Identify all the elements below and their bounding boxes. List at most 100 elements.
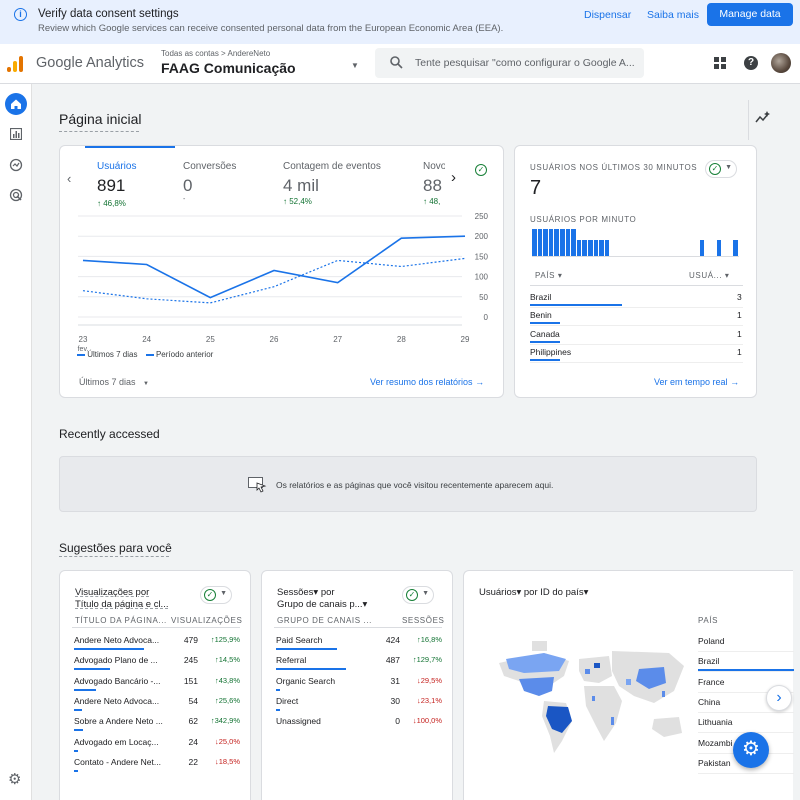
card-title[interactable]: Visualizações por Título da página e cl..… [75, 587, 168, 611]
insights-icon[interactable] [755, 110, 771, 124]
country-name: Philippines [530, 346, 572, 357]
learn-more-link[interactable]: Saiba mais [647, 9, 699, 21]
advertising-icon[interactable] [9, 188, 23, 202]
top-bar: Google Analytics Todas as contas > Ander… [0, 44, 800, 84]
row-divider [530, 307, 743, 308]
country-users: 1 [737, 310, 742, 321]
metric-label: Contagem de eventos [283, 161, 381, 172]
view-reports-link[interactable]: Ver resumo dos relatórios → [370, 377, 484, 387]
breadcrumb[interactable]: Todas as contas > AndereNeto [161, 49, 271, 58]
col-users[interactable]: USUÁ... ▾ [689, 271, 730, 280]
dismiss-button[interactable]: Dispensar [584, 9, 632, 21]
col-country[interactable]: PAÍS ▾ [535, 271, 563, 280]
pakistan [626, 679, 631, 685]
compare-dropdown[interactable]: ✓ ▼ [402, 586, 434, 604]
metric-new-users[interactable]: Novo 88 ↑ 48, [423, 146, 445, 208]
card-title[interactable]: Sessões▾ por Grupo de canais p...▾ [277, 587, 367, 611]
table-row[interactable]: Advogado em Locaç... 24 ↓25,0% [72, 737, 240, 755]
country-row[interactable]: Brazil [698, 656, 720, 667]
col-views: VISUALIZAÇÕES [171, 616, 243, 625]
table-row[interactable]: Andere Neto Advoca... 479 ↑125,9% [72, 635, 240, 653]
row-divider [698, 772, 794, 774]
row-bar [74, 648, 144, 650]
search-input[interactable]: Tente pesquisar "como configurar o Googl… [415, 57, 635, 69]
metric-label: Novo [423, 161, 445, 172]
country-row[interactable]: Poland [698, 636, 725, 646]
row-value: 151 [183, 675, 198, 686]
world-map [499, 641, 684, 753]
country-name: Brazil [530, 292, 552, 302]
explore-icon[interactable] [9, 158, 23, 172]
row-delta: ↓29,5% [416, 675, 442, 685]
table-row[interactable]: Direct 30 ↓23,1% [274, 696, 442, 714]
minute-bar [604, 239, 610, 256]
sessions-card: Sessões▾ por Grupo de canais p...▾ ✓ ▼ GRU… [261, 570, 453, 800]
row-value: 424 [385, 635, 400, 645]
table-row[interactable]: Contato - Andere Net... 22 ↓18,5% [72, 757, 240, 775]
europe [579, 656, 612, 683]
scroll-next-chevron-icon[interactable]: › [766, 685, 792, 711]
table-row[interactable]: Unassigned 0 ↓100,0% [274, 716, 442, 734]
manage-data-button[interactable]: Manage data [707, 3, 793, 26]
metric-events[interactable]: Contagem de eventos 4 mil ↑ 52,4% [283, 146, 403, 208]
y-tick-label: 50 [479, 293, 488, 302]
country-bar [530, 358, 561, 361]
property-dropdown-icon[interactable]: ▼ [351, 61, 359, 70]
metric-conversions[interactable]: Conversões 0 - [183, 146, 273, 208]
help-icon[interactable]: ? [744, 56, 758, 70]
mozambique [611, 717, 614, 725]
search-bar[interactable]: Tente pesquisar "como configurar o Googl… [375, 48, 644, 78]
country-row[interactable]: China [698, 696, 721, 707]
country-users: 3 [737, 292, 742, 302]
legend-current-swatch [77, 353, 85, 356]
date-range-dropdown[interactable]: Últimos 7 dias ▼ [79, 377, 149, 387]
realtime-link[interactable]: Ver em tempo real → [654, 377, 739, 387]
compare-dropdown[interactable]: ✓ ▼ [200, 586, 232, 604]
country-users: 1 [737, 328, 742, 339]
suggestions-title: Sugestões para você [59, 541, 172, 555]
poland [594, 663, 600, 668]
avatar[interactable] [771, 53, 791, 73]
customize-gear-fab-icon[interactable]: ⚙ [733, 732, 769, 768]
row-bar [74, 668, 110, 671]
col-sessions: SESSÕES [402, 616, 445, 625]
table-row[interactable]: Organic Search 31 ↓29,5% [274, 676, 442, 694]
country-row[interactable]: Pakistan [698, 757, 731, 768]
minute-bar [582, 239, 587, 256]
home-icon[interactable] [5, 93, 27, 115]
row-bar [74, 729, 84, 732]
card-title[interactable]: Usuários▾ por ID do país▾ [479, 587, 589, 598]
country-users: 1 [737, 346, 742, 357]
x-tick-label: 27 [333, 335, 342, 344]
apps-grid-icon[interactable] [714, 57, 726, 69]
row-value: 22 [188, 756, 198, 767]
minute-bar [532, 229, 537, 256]
table-row[interactable]: Andere Neto Advoca... 54 ↑25,6% [72, 696, 240, 714]
compare-check-icon[interactable]: ✓ [472, 162, 490, 180]
country-row[interactable]: France [698, 676, 725, 687]
reports-icon[interactable] [10, 128, 22, 140]
per-minute-bars [532, 229, 739, 257]
settings-gear-icon[interactable]: ⚙ [8, 771, 22, 788]
row-label: Direct [276, 695, 299, 706]
metric-users[interactable]: Usuários 891 ↑ 46,8% [85, 146, 175, 208]
next-metrics-chevron-icon[interactable]: › [451, 169, 456, 186]
y-tick-label: 100 [475, 273, 489, 282]
x-tick-label: 24 [142, 335, 151, 344]
card-title-line2: Grupo de canais p...▾ [277, 599, 368, 610]
table-row[interactable]: Referral 487 ↑129,7% [274, 655, 442, 673]
prev-metrics-chevron-icon[interactable]: ‹ [67, 171, 72, 186]
table-row[interactable]: Advogado Bancário -... 151 ↑43,8% [72, 676, 240, 694]
country-row[interactable]: Lithuania [698, 717, 733, 728]
country-row[interactable]: Mozambi [698, 737, 733, 748]
row-bar [74, 769, 78, 772]
metric-value: 88 [423, 176, 442, 195]
col-divider [530, 285, 743, 286]
row-label: Advogado em Locaç... [74, 736, 159, 747]
property-name[interactable]: FAAG Comunicação [161, 60, 296, 76]
realtime-compare-dropdown[interactable]: ✓ ▼ [705, 160, 737, 178]
view-reports-label: Ver resumo dos relatórios [370, 377, 473, 387]
table-row[interactable]: Paid Search 424 ↑16,8% [274, 635, 442, 653]
table-row[interactable]: Sobre a Andere Neto ... 62 ↑342,9% [72, 716, 240, 734]
table-row[interactable]: Advogado Plano de ... 245 ↑14,5% [72, 655, 240, 673]
